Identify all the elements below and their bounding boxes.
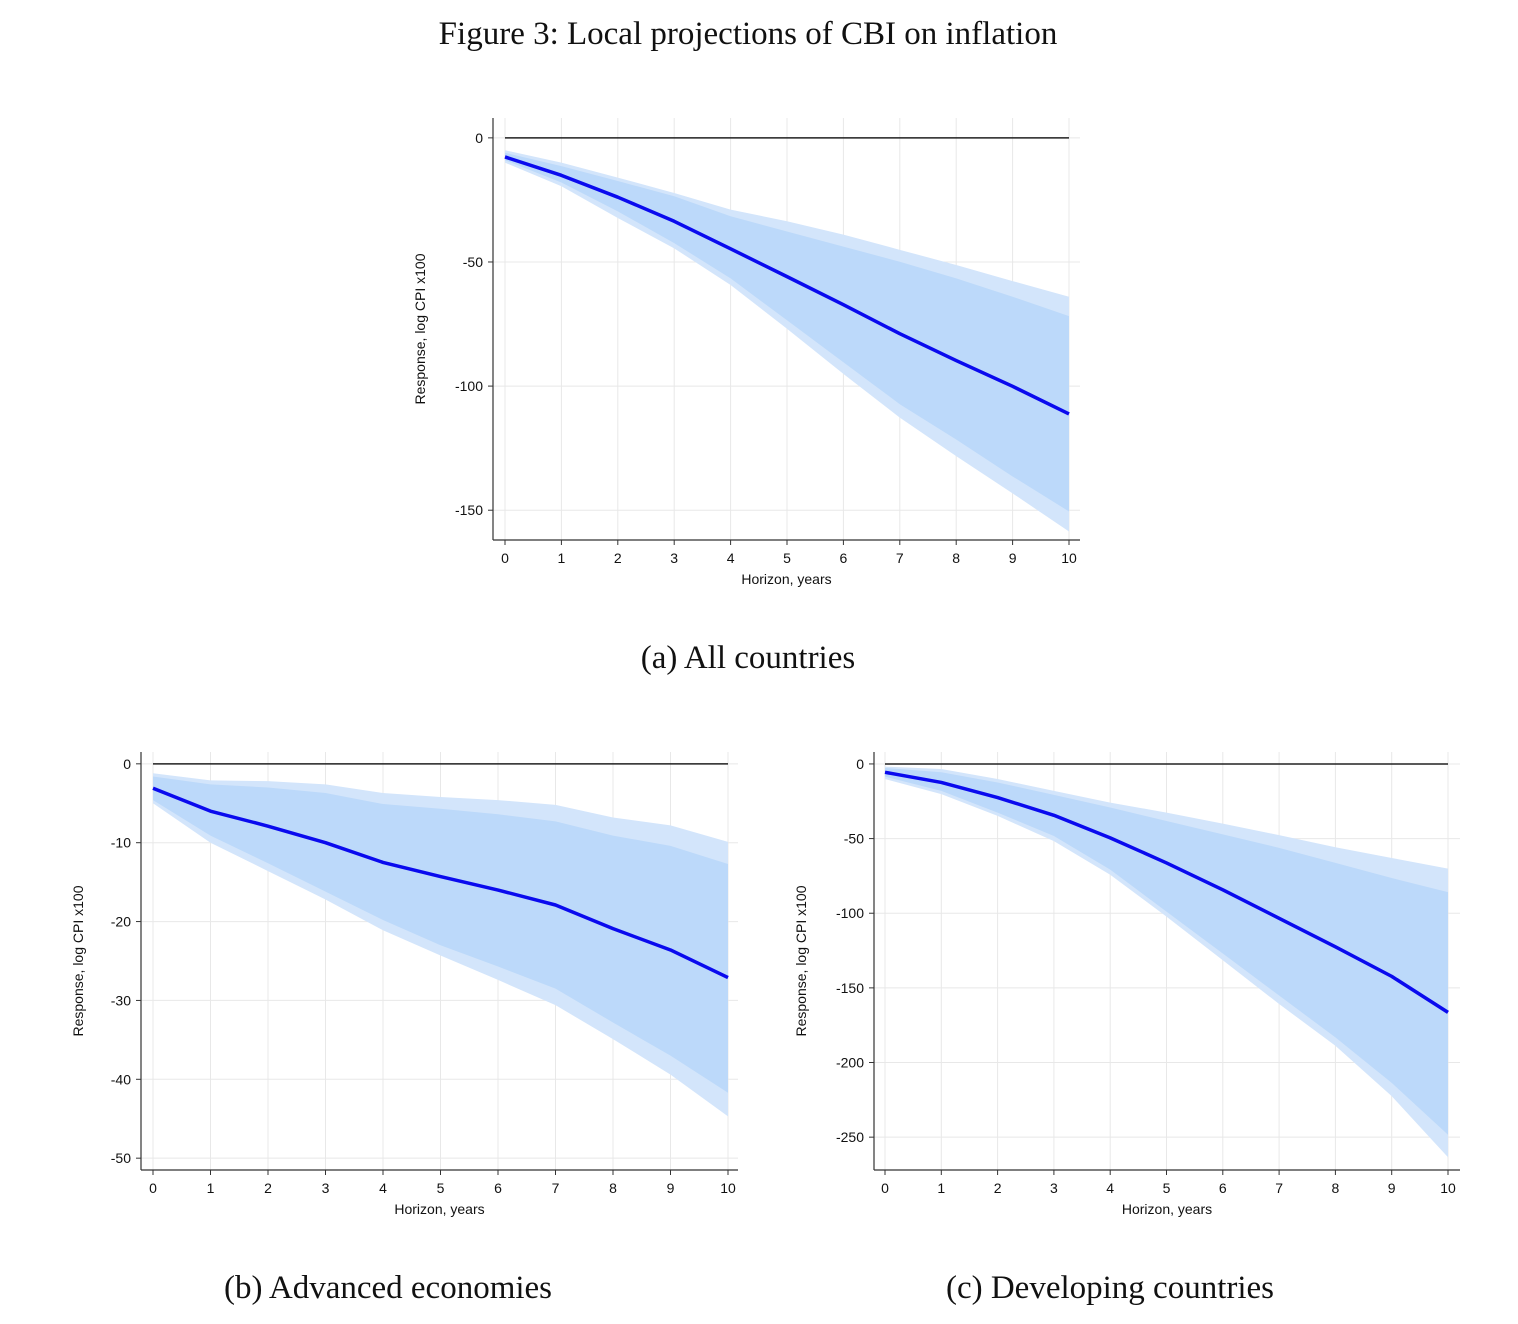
x-tick-label: 3 xyxy=(1050,1180,1058,1196)
x-tick-label: 4 xyxy=(379,1180,387,1196)
x-axis-label: Horizon, years xyxy=(394,1201,484,1217)
x-tick-label: 5 xyxy=(1163,1180,1171,1196)
y-tick-label: -150 xyxy=(455,502,483,518)
x-tick-label: 4 xyxy=(727,550,735,566)
y-tick-label: -100 xyxy=(836,905,864,921)
chart-a: 0 -50 -100 -150 0 1 2 3 4 5 6 7 8 9 10 Horizon, years Re… xyxy=(412,118,1080,587)
confidence-band-inner xyxy=(885,767,1448,1135)
y-axis-label: Response, log CPI x100 xyxy=(412,253,428,404)
y-tick-label: -150 xyxy=(836,980,864,996)
x-tick-label: 8 xyxy=(609,1180,617,1196)
y-tick-label: -50 xyxy=(844,831,864,847)
y-tick-label: -30 xyxy=(111,992,131,1008)
caption-c: (c) Developing countries xyxy=(945,1270,1275,1306)
y-tick-label: 0 xyxy=(475,130,483,146)
x-tick-label: 6 xyxy=(1219,1180,1227,1196)
x-tick-label: 9 xyxy=(667,1180,675,1196)
chart-b: 0 -10 -20 -30 -40 -50 0 1 2 3 4 5 6 7 8 9 10 Horizon, yea… xyxy=(70,752,738,1217)
x-tick-label: 7 xyxy=(1275,1180,1283,1196)
x-tick-label: 3 xyxy=(670,550,678,566)
y-tick-label: -40 xyxy=(111,1071,131,1087)
chart-c: 0 -50 -100 -150 -200 -250 0 1 2 3 4 5 6 7 8 9 10 Horizon,… xyxy=(793,752,1460,1217)
caption-b: (b) Advanced economies xyxy=(223,1270,553,1306)
x-tick-label: 1 xyxy=(207,1180,215,1196)
x-tick-label: 1 xyxy=(937,1180,945,1196)
y-tick-label: -50 xyxy=(111,1150,131,1166)
confidence-band-outer xyxy=(505,150,1069,532)
x-tick-label: 5 xyxy=(783,550,791,566)
x-tick-label: 9 xyxy=(1388,1180,1396,1196)
x-tick-label: 7 xyxy=(896,550,904,566)
point-estimate-line xyxy=(504,155,1070,416)
y-axis-label: Response, log CPI x100 xyxy=(70,885,86,1036)
x-tick-label: 0 xyxy=(149,1180,157,1196)
x-tick-label: 8 xyxy=(952,550,960,566)
y-tick-label: -100 xyxy=(455,378,483,394)
y-tick-label: -200 xyxy=(836,1055,864,1071)
x-axis-label: Horizon, years xyxy=(741,571,831,587)
y-tick-label: 0 xyxy=(123,756,131,772)
x-tick-label: 10 xyxy=(1440,1180,1456,1196)
x-tick-label: 5 xyxy=(437,1180,445,1196)
y-tick-label: -50 xyxy=(463,254,483,270)
y-axis-label: Response, log CPI x100 xyxy=(793,885,809,1036)
x-tick-label: 0 xyxy=(501,550,509,566)
y-tick-label: 0 xyxy=(856,756,864,772)
x-tick-label: 6 xyxy=(494,1180,502,1196)
x-tick-label: 9 xyxy=(1009,550,1017,566)
x-tick-label: 10 xyxy=(1061,550,1077,566)
x-tick-label: 6 xyxy=(840,550,848,566)
y-tick-label: -250 xyxy=(836,1129,864,1145)
x-tick-label: 0 xyxy=(881,1180,889,1196)
x-tick-label: 1 xyxy=(558,550,566,566)
x-tick-label: 3 xyxy=(322,1180,330,1196)
caption-a: (a) All countries xyxy=(640,640,856,676)
x-tick-label: 7 xyxy=(552,1180,560,1196)
x-axis-label: Horizon, years xyxy=(1122,1201,1212,1217)
figure-title: Figure 3: Local projections of CBI on in… xyxy=(438,16,1058,52)
point-estimate-line xyxy=(884,770,1449,1014)
x-tick-label: 4 xyxy=(1106,1180,1114,1196)
x-tick-label: 2 xyxy=(994,1180,1002,1196)
y-tick-label: -20 xyxy=(111,914,131,930)
x-tick-label: 10 xyxy=(720,1180,736,1196)
confidence-band-inner xyxy=(505,152,1069,512)
y-tick-label: -10 xyxy=(111,835,131,851)
point-estimate-line xyxy=(152,786,729,980)
x-tick-label: 8 xyxy=(1332,1180,1340,1196)
x-tick-label: 2 xyxy=(264,1180,272,1196)
x-tick-label: 2 xyxy=(614,550,622,566)
confidence-band-inner xyxy=(153,776,728,1093)
